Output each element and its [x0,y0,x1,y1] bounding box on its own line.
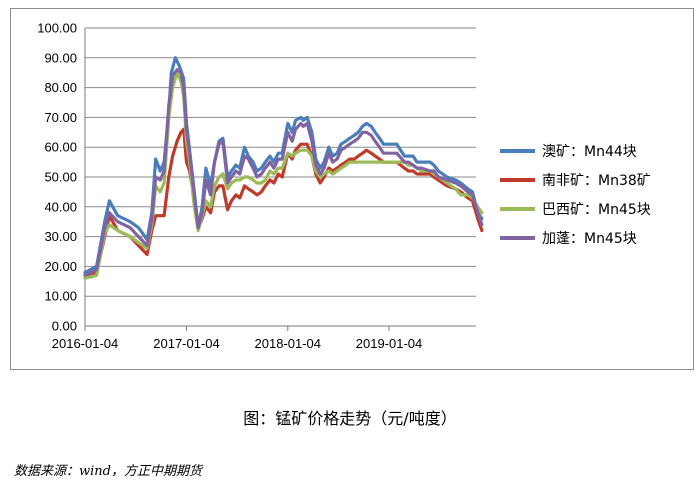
figure-caption: 图：锰矿价格走势（元/吨度） [243,409,457,428]
y-tick-label: 60.00 [44,140,77,155]
series-line [83,68,484,277]
legend-label: 南非矿：Mn38矿 [542,173,651,189]
y-tick-label: 70.00 [44,110,77,125]
y-tick-label: 10.00 [44,289,77,304]
x-tick-label: 2018-01-04 [255,336,322,351]
x-tick-label: 2019-01-04 [356,336,423,351]
y-tick-label: 0.00 [52,319,77,334]
chart-frame [10,8,694,370]
legend-label: 加蓬：Mn45块 [542,231,637,247]
legend-label: 澳矿：Mn44块 [542,144,637,160]
y-tick-label: 30.00 [44,229,77,244]
legend-label: 巴西矿：Mn45块 [542,202,651,218]
y-tick-label: 50.00 [44,170,77,185]
y-tick-label: 40.00 [44,199,77,214]
price-line-chart: 0.00 10.00 20.00 30.00 40.00 50.00 60.00 70.00 8… [37,21,651,352]
y-tick-label: 100.00 [37,21,77,36]
x-tick-label: 2017-01-04 [153,336,220,351]
x-tick-label: 2016-01-04 [52,336,119,351]
y-tick-label: 80.00 [44,80,77,95]
y-tick-label: 20.00 [44,259,77,274]
y-tick-label: 90.00 [44,50,77,65]
data-source-note: 数据来源：wind，方正中期期货 [14,464,202,479]
